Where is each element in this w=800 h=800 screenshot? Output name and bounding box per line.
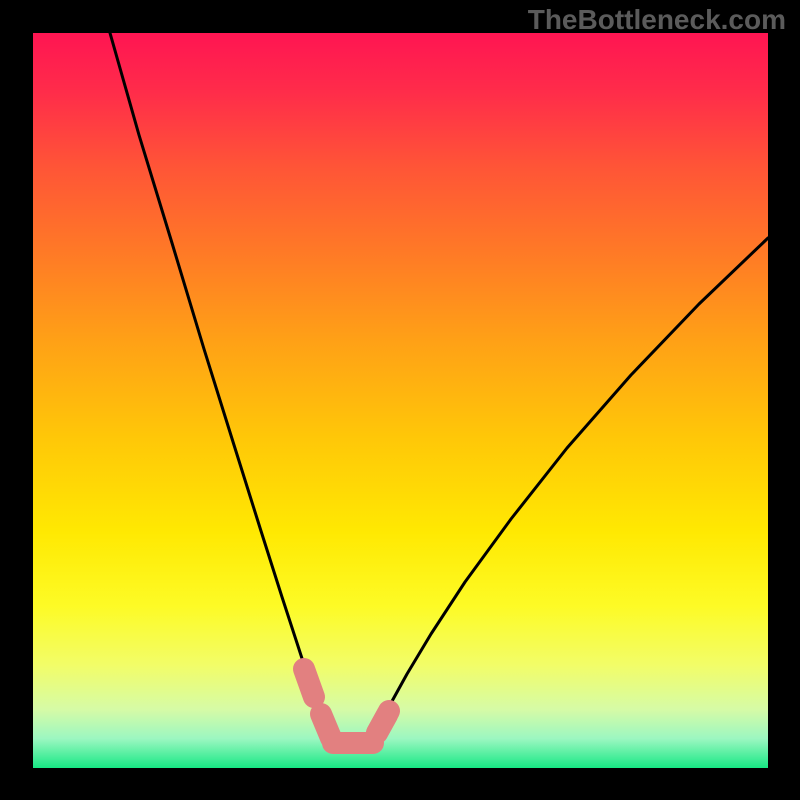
marker-segment bbox=[377, 715, 387, 733]
marker-segment bbox=[304, 669, 314, 697]
watermark-text: TheBottleneck.com bbox=[528, 4, 786, 36]
plot-background bbox=[33, 33, 768, 768]
bottleneck-plot bbox=[33, 33, 768, 768]
chart-stage: TheBottleneck.com bbox=[0, 0, 800, 800]
